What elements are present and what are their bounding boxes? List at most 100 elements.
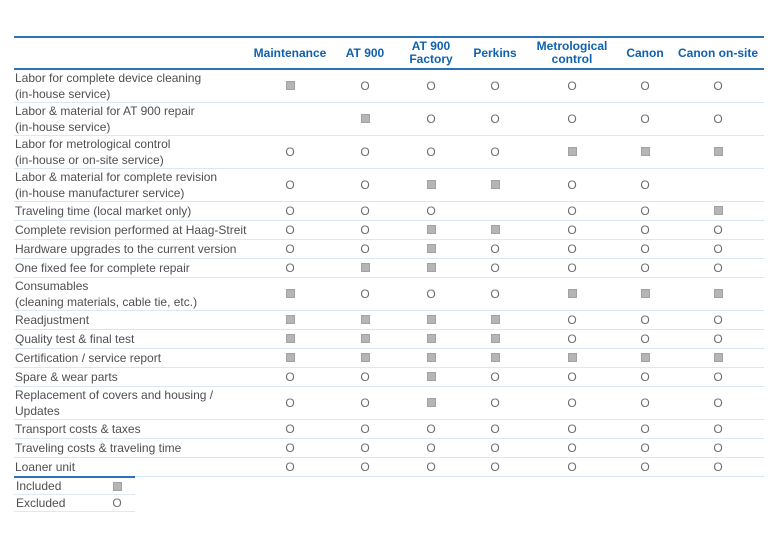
excluded-marker: O (567, 422, 577, 436)
excluded-marker: O (360, 178, 370, 192)
excluded-cell: O (618, 419, 672, 439)
excluded-marker: O (490, 422, 500, 436)
included-cell (248, 69, 332, 103)
table-row: Certification / service report (14, 348, 764, 368)
included-marker (360, 334, 370, 344)
excluded-cell: O (398, 457, 464, 477)
excluded-marker: O (713, 261, 723, 275)
row-label: Labor & material for complete revision (i… (14, 168, 248, 202)
table-container: Maintenance AT 900 AT 900 Factory Perkins Me… (14, 36, 764, 477)
legend-excluded-mark: O (111, 495, 123, 511)
excluded-marker: O (490, 112, 500, 126)
header-row: Maintenance AT 900 AT 900 Factory Perkins Me… (14, 37, 764, 70)
excluded-marker: O (426, 112, 436, 126)
excluded-cell: O (526, 168, 618, 202)
excluded-cell: O (398, 102, 464, 136)
excluded-marker: O (713, 370, 723, 384)
excluded-cell: O (398, 69, 464, 103)
included-cell (398, 386, 464, 420)
excluded-cell: O (618, 102, 672, 136)
excluded-marker: O (713, 112, 723, 126)
table-row: Traveling costs & traveling time O O O O O O O (14, 438, 764, 458)
excluded-cell: O (248, 419, 332, 439)
excluded-cell: O (526, 220, 618, 240)
excluded-marker: O (285, 396, 295, 410)
excluded-marker: O (490, 441, 500, 455)
excluded-cell: O (332, 239, 398, 259)
included-marker (426, 244, 436, 254)
legend-included-label: Included (16, 479, 62, 493)
table-header: Maintenance AT 900 AT 900 Factory Perkins Me… (14, 37, 764, 70)
excluded-marker: O (713, 242, 723, 256)
excluded-marker: O (285, 242, 295, 256)
excluded-cell: O (618, 201, 672, 221)
excluded-cell: O (618, 457, 672, 477)
row-label: Labor & material for AT 900 repair (in-ho… (14, 102, 248, 136)
excluded-cell: O (398, 201, 464, 221)
table-row: Labor for complete device cleaning (in-ho… (14, 69, 764, 103)
column-header: AT 900 (332, 37, 398, 70)
row-label: Certification / service report (14, 348, 248, 368)
excluded-cell: O (248, 258, 332, 278)
excluded-marker: O (426, 204, 436, 218)
excluded-cell: O (332, 168, 398, 202)
excluded-cell: O (672, 220, 764, 240)
excluded-marker: O (640, 422, 650, 436)
excluded-marker: O (640, 370, 650, 384)
excluded-marker: O (360, 460, 370, 474)
included-marker (490, 334, 500, 344)
excluded-marker: O (567, 112, 577, 126)
included-cell (332, 329, 398, 349)
excluded-marker: O (567, 332, 577, 346)
included-cell (464, 310, 526, 330)
table-row: Consumables (cleaning materials, cable ti… (14, 277, 764, 311)
column-header: Perkins (464, 37, 526, 70)
included-marker (112, 481, 122, 491)
included-cell (398, 367, 464, 387)
included-cell (248, 310, 332, 330)
excluded-marker: O (360, 370, 370, 384)
table-row: Transport costs & taxes O O O O O O O (14, 419, 764, 439)
included-marker (640, 289, 650, 299)
included-marker (567, 353, 577, 363)
excluded-marker: O (285, 460, 295, 474)
column-header: Canon (618, 37, 672, 70)
excluded-cell: O (248, 386, 332, 420)
empty-cell (464, 201, 526, 221)
included-cell (248, 277, 332, 311)
excluded-marker: O (567, 261, 577, 275)
excluded-cell: O (672, 457, 764, 477)
excluded-marker: O (285, 441, 295, 455)
excluded-cell: O (332, 386, 398, 420)
excluded-marker: O (360, 223, 370, 237)
row-label: Traveling time (local market only) (14, 201, 248, 221)
excluded-marker: O (490, 396, 500, 410)
included-marker (285, 81, 295, 91)
excluded-marker: O (640, 242, 650, 256)
included-marker (426, 180, 436, 190)
excluded-cell: O (618, 310, 672, 330)
excluded-cell: O (526, 367, 618, 387)
excluded-marker: O (713, 313, 723, 327)
excluded-marker: O (567, 223, 577, 237)
table-row: Spare & wear parts O O O O O O (14, 367, 764, 387)
legend-excluded-label: Excluded (16, 496, 66, 510)
excluded-cell: O (526, 239, 618, 259)
included-marker (426, 398, 436, 408)
service-comparison-table: Maintenance AT 900 AT 900 Factory Perkins Me… (14, 36, 764, 477)
excluded-marker: O (426, 79, 436, 93)
included-cell (332, 310, 398, 330)
included-marker (426, 334, 436, 344)
empty-cell (672, 168, 764, 202)
excluded-cell: O (618, 220, 672, 240)
included-cell (464, 220, 526, 240)
included-cell (248, 329, 332, 349)
included-cell (672, 348, 764, 368)
included-cell (526, 135, 618, 169)
included-cell (672, 135, 764, 169)
excluded-cell: O (398, 438, 464, 458)
excluded-cell: O (618, 168, 672, 202)
excluded-cell: O (248, 457, 332, 477)
excluded-cell: O (248, 135, 332, 169)
row-label: Labor for complete device cleaning (in-ho… (14, 69, 248, 103)
